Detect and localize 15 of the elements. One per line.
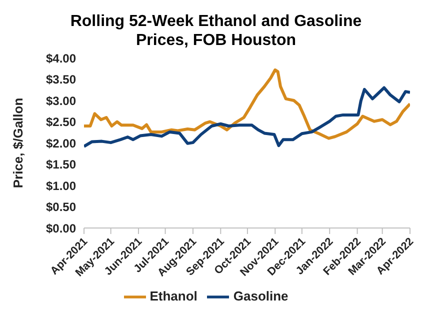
legend-label: Ethanol <box>150 288 198 304</box>
line-series <box>84 86 410 148</box>
y-tick-label: $4.00 <box>46 51 76 66</box>
y-tick-label: $2.00 <box>46 136 76 150</box>
y-tick-label: $1.00 <box>46 178 76 193</box>
y-axis-title: Price, $/Gallon <box>10 98 26 188</box>
y-tick-label: $3.00 <box>46 94 76 108</box>
y-tick-label: $2.50 <box>46 115 76 130</box>
line-series <box>84 68 410 140</box>
chart-title: Rolling 52-Week Ethanol and Gasoline Prices, FOB Houston <box>69 12 363 50</box>
y-tick-label: $0.00 <box>46 221 76 236</box>
y-tick-label: $1.50 <box>46 158 76 172</box>
y-tick-label: $3.50 <box>46 72 76 87</box>
y-tick-label: $0.50 <box>46 200 76 214</box>
legend-label: Gasoline <box>233 288 288 304</box>
